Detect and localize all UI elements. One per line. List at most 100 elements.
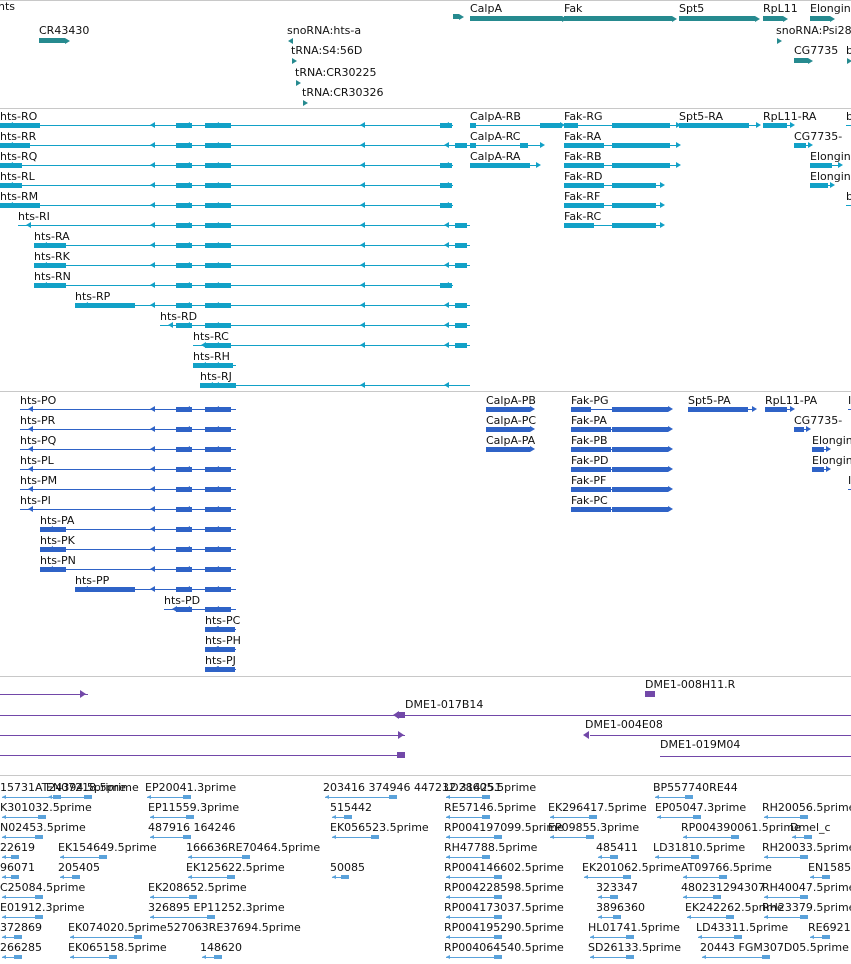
feature-exon[interactable] xyxy=(186,815,194,819)
feature-exon[interactable] xyxy=(564,123,578,128)
feature-exon[interactable] xyxy=(612,467,668,472)
feature-exon[interactable] xyxy=(176,143,192,148)
feature-exon[interactable] xyxy=(794,143,806,148)
feature-exon[interactable] xyxy=(176,567,192,572)
feature-exon[interactable] xyxy=(726,915,734,919)
feature-exon[interactable] xyxy=(610,895,618,899)
feature-exon[interactable] xyxy=(612,163,670,168)
feature-exon[interactable] xyxy=(176,283,192,288)
feature-exon[interactable] xyxy=(731,835,739,839)
feature-exon[interactable] xyxy=(0,203,40,208)
feature-exon[interactable] xyxy=(470,16,562,21)
feature-exon[interactable] xyxy=(482,795,490,799)
feature-exon[interactable] xyxy=(207,915,215,919)
feature-exon[interactable] xyxy=(455,263,467,268)
feature-exon[interactable] xyxy=(482,855,490,859)
feature-exon[interactable] xyxy=(14,955,22,959)
feature-exon[interactable] xyxy=(176,467,192,472)
feature-exon[interactable] xyxy=(34,243,66,248)
feature-exon[interactable] xyxy=(38,815,46,819)
feature-exon[interactable] xyxy=(812,447,824,452)
feature-exon[interactable] xyxy=(612,143,670,148)
feature-exon[interactable] xyxy=(810,183,828,188)
feature-exon[interactable] xyxy=(176,163,192,168)
feature-exon[interactable] xyxy=(176,447,192,452)
feature-exon[interactable] xyxy=(765,407,787,412)
feature-exon[interactable] xyxy=(612,487,668,492)
feature-exon[interactable] xyxy=(40,527,66,532)
feature-exon[interactable] xyxy=(571,407,591,412)
feature-exon[interactable] xyxy=(800,855,808,859)
feature-exon[interactable] xyxy=(205,667,235,672)
feature-exon[interactable] xyxy=(176,407,192,412)
feature-exon[interactable] xyxy=(176,607,192,612)
feature-exon[interactable] xyxy=(612,427,668,432)
feature-exon[interactable] xyxy=(804,835,812,839)
feature-exon[interactable] xyxy=(645,691,655,697)
feature-exon[interactable] xyxy=(176,323,192,328)
feature-exon[interactable] xyxy=(586,835,594,839)
feature-exon[interactable] xyxy=(610,855,618,859)
feature-exon[interactable] xyxy=(626,955,634,959)
feature-exon[interactable] xyxy=(176,183,192,188)
feature-exon[interactable] xyxy=(176,223,192,228)
feature-exon[interactable] xyxy=(109,955,117,959)
feature-exon[interactable] xyxy=(571,507,611,512)
feature-exon[interactable] xyxy=(589,815,597,819)
feature-exon[interactable] xyxy=(794,58,808,63)
feature-exon[interactable] xyxy=(176,203,192,208)
feature-exon[interactable] xyxy=(242,855,250,859)
feature-exon[interactable] xyxy=(75,587,135,592)
feature-exon[interactable] xyxy=(564,183,604,188)
feature-exon[interactable] xyxy=(39,38,65,43)
feature-exon[interactable] xyxy=(34,283,66,288)
feature-exon[interactable] xyxy=(341,875,349,879)
feature-exon[interactable] xyxy=(810,16,830,21)
feature-exon[interactable] xyxy=(176,263,192,268)
feature-exon[interactable] xyxy=(34,263,66,268)
feature-exon[interactable] xyxy=(344,815,352,819)
feature-exon[interactable] xyxy=(99,855,107,859)
feature-exon[interactable] xyxy=(713,895,721,899)
feature-exon[interactable] xyxy=(679,16,755,21)
feature-exon[interactable] xyxy=(612,203,656,208)
feature-exon[interactable] xyxy=(571,427,611,432)
feature-exon[interactable] xyxy=(612,507,668,512)
feature-exon[interactable] xyxy=(564,16,672,21)
feature-exon[interactable] xyxy=(35,835,43,839)
feature-exon[interactable] xyxy=(564,223,594,228)
feature-exon[interactable] xyxy=(397,752,405,758)
feature-exon[interactable] xyxy=(470,123,476,128)
feature-exon[interactable] xyxy=(800,915,808,919)
feature-exon[interactable] xyxy=(693,815,701,819)
feature-exon[interactable] xyxy=(134,935,142,939)
feature-exon[interactable] xyxy=(397,712,405,718)
feature-exon[interactable] xyxy=(800,815,808,819)
feature-exon[interactable] xyxy=(470,143,476,148)
feature-exon[interactable] xyxy=(214,955,222,959)
feature-exon[interactable] xyxy=(679,123,749,128)
feature-exon[interactable] xyxy=(84,795,92,799)
feature-exon[interactable] xyxy=(564,143,604,148)
feature-exon[interactable] xyxy=(455,343,467,348)
feature-exon[interactable] xyxy=(564,203,604,208)
feature-exon[interactable] xyxy=(0,123,40,128)
feature-exon[interactable] xyxy=(494,955,502,959)
feature-exon[interactable] xyxy=(205,647,235,652)
feature-exon[interactable] xyxy=(453,14,459,19)
feature-exon[interactable] xyxy=(762,955,770,959)
feature-exon[interactable] xyxy=(626,935,634,939)
feature-exon[interactable] xyxy=(455,323,467,328)
feature-exon[interactable] xyxy=(571,467,611,472)
feature-exon[interactable] xyxy=(494,935,502,939)
feature-exon[interactable] xyxy=(14,935,22,939)
feature-exon[interactable] xyxy=(685,795,693,799)
feature-exon[interactable] xyxy=(176,243,192,248)
feature-exon[interactable] xyxy=(486,427,530,432)
feature-exon[interactable] xyxy=(482,815,490,819)
feature-exon[interactable] xyxy=(612,183,656,188)
feature-exon[interactable] xyxy=(455,243,467,248)
feature-exon[interactable] xyxy=(822,875,830,879)
feature-exon[interactable] xyxy=(612,407,668,412)
